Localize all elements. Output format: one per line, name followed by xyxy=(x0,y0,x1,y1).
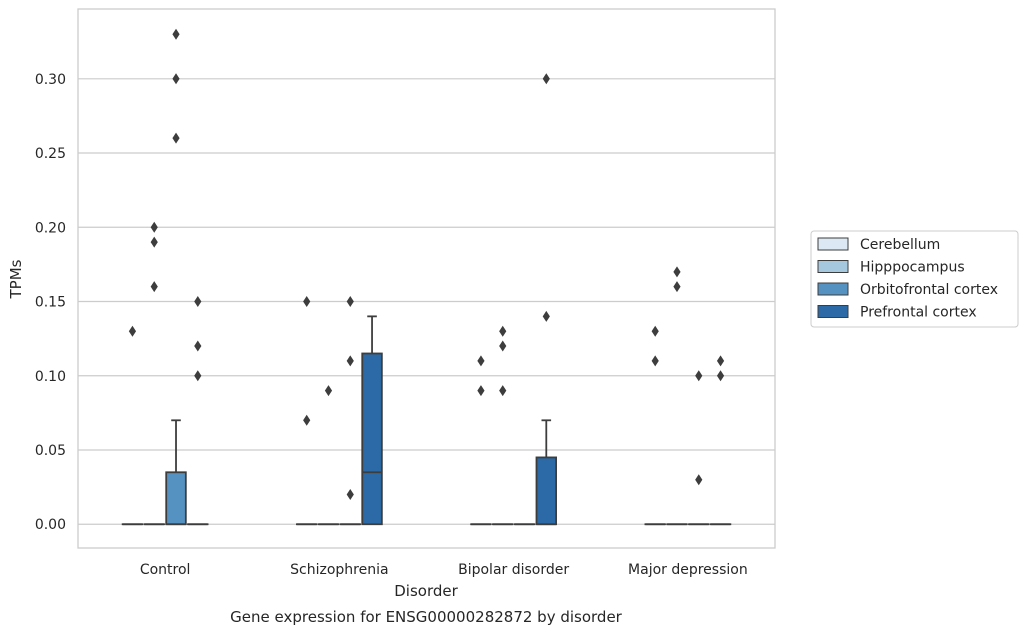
plot-frame xyxy=(77,8,776,549)
x-tick-label: Schizophrenia xyxy=(290,562,388,578)
outlier-point xyxy=(194,296,202,308)
outlier-point xyxy=(499,325,507,337)
outlier-point xyxy=(499,385,507,397)
box-group xyxy=(644,325,666,526)
outlier-point xyxy=(716,355,725,367)
outlier-point xyxy=(542,73,550,85)
outlier-point xyxy=(172,73,180,85)
box-group xyxy=(361,315,383,526)
box-group xyxy=(470,355,492,526)
legend-swatch xyxy=(817,282,849,296)
legend-swatch xyxy=(817,260,849,273)
outlier-point xyxy=(150,281,158,293)
x-tick-label: Major depression xyxy=(628,562,748,578)
box-group xyxy=(143,221,165,526)
legend-swatch xyxy=(817,305,849,318)
outlier-point xyxy=(172,132,180,144)
box xyxy=(165,471,187,526)
box xyxy=(535,456,557,526)
outlier-point xyxy=(150,236,158,248)
outlier-point xyxy=(477,385,485,397)
outlier-point xyxy=(324,385,333,397)
x-tick-labels: Control Schizophrenia Bipolar disorder Majo… xyxy=(140,562,748,578)
y-tick-label: 0.00 xyxy=(35,517,66,533)
outlier-point xyxy=(695,474,703,486)
chart-caption: Gene expression for ENSG00000282872 by d… xyxy=(230,608,623,626)
box-group xyxy=(339,296,361,526)
outlier-point xyxy=(651,325,659,337)
outlier-point xyxy=(542,310,550,322)
box-group xyxy=(121,325,144,526)
legend-swatch xyxy=(817,237,849,251)
y-tick-label: 0.25 xyxy=(35,146,66,162)
outlier-point xyxy=(673,266,681,278)
outlier-point xyxy=(651,355,659,367)
box-group xyxy=(709,355,732,526)
outlier-point xyxy=(673,281,681,293)
outlier-point xyxy=(346,296,354,308)
x-tick-label: Bipolar disorder xyxy=(458,562,569,578)
legend-label: Hipppocampus xyxy=(860,260,965,276)
box-group xyxy=(666,266,688,526)
outlier-point xyxy=(172,28,180,40)
outlier-point xyxy=(194,370,202,382)
outlier-point xyxy=(303,296,311,308)
outlier-point xyxy=(150,221,158,233)
x-axis-label: Disorder xyxy=(394,582,458,600)
outlier-point xyxy=(499,340,507,352)
legend-label: Cerebellum xyxy=(860,237,940,253)
box-group xyxy=(492,325,514,526)
outlier-point xyxy=(695,370,703,382)
box-plots xyxy=(121,28,732,526)
legend-label: Orbitofrontal cortex xyxy=(860,282,998,298)
legend-label: Prefrontal cortex xyxy=(860,305,977,321)
grid-lines xyxy=(78,78,775,525)
x-tick-label: Control xyxy=(140,562,191,578)
box-group xyxy=(317,385,340,526)
box-group xyxy=(688,370,710,526)
y-tick-label: 0.30 xyxy=(35,72,66,88)
outlier-point xyxy=(303,414,311,426)
outlier-point xyxy=(477,355,485,367)
y-tick-label: 0.10 xyxy=(35,369,66,385)
outlier-point xyxy=(716,370,725,382)
box-group xyxy=(535,73,557,526)
y-tick-labels: 0.00 0.05 0.10 0.15 0.20 0.25 0.30 xyxy=(35,72,66,533)
box-group xyxy=(296,296,318,526)
y-tick-label: 0.05 xyxy=(35,443,66,459)
legend: Cerebellum Hipppocampus Orbitofrontal cort… xyxy=(810,230,1019,328)
legend-frame xyxy=(810,230,1019,328)
outlier-point xyxy=(346,355,354,367)
y-tick-label: 0.20 xyxy=(35,220,66,236)
box-group xyxy=(187,296,209,526)
outlier-point xyxy=(346,489,354,501)
box xyxy=(361,352,383,526)
plot-background xyxy=(78,9,775,548)
y-axis-label: TPMs xyxy=(7,259,25,299)
y-tick-label: 0.15 xyxy=(35,295,66,311)
outlier-point xyxy=(194,340,202,352)
box-group xyxy=(165,28,187,526)
outlier-point xyxy=(128,325,137,337)
